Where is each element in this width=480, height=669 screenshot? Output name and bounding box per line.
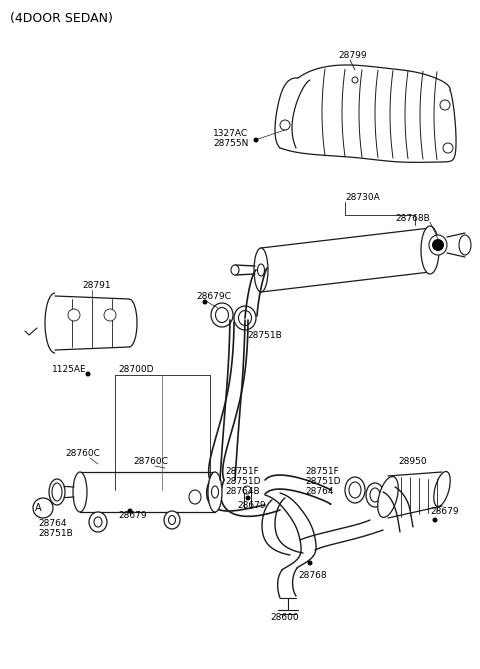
Ellipse shape (94, 517, 102, 527)
Circle shape (253, 138, 259, 142)
Ellipse shape (73, 472, 87, 512)
Text: 1125AE: 1125AE (52, 365, 86, 373)
Circle shape (432, 239, 444, 251)
Text: 28768B: 28768B (395, 213, 430, 223)
Text: 28791: 28791 (82, 280, 110, 290)
Text: 28679: 28679 (118, 512, 146, 520)
Circle shape (245, 496, 251, 500)
Text: 28600: 28600 (270, 613, 299, 622)
Circle shape (85, 371, 91, 377)
Text: 1327AC: 1327AC (213, 128, 248, 138)
Ellipse shape (189, 490, 201, 504)
Text: 28950: 28950 (398, 458, 427, 466)
Ellipse shape (370, 488, 380, 502)
Ellipse shape (168, 516, 176, 524)
Text: 28730A: 28730A (345, 193, 380, 201)
Ellipse shape (164, 511, 180, 529)
Circle shape (308, 561, 312, 565)
Circle shape (280, 120, 290, 130)
Text: 28768: 28768 (298, 571, 326, 581)
Text: (4DOOR SEDAN): (4DOOR SEDAN) (10, 11, 113, 25)
Text: 28751D: 28751D (305, 478, 340, 486)
Text: 28679: 28679 (237, 502, 265, 510)
Text: 28755N: 28755N (213, 138, 248, 147)
Ellipse shape (378, 476, 398, 517)
Circle shape (243, 486, 251, 494)
Text: 28764: 28764 (305, 488, 334, 496)
Text: 28760C: 28760C (133, 458, 168, 466)
Ellipse shape (49, 479, 65, 505)
Ellipse shape (208, 472, 222, 512)
Circle shape (33, 498, 53, 518)
Ellipse shape (216, 308, 228, 322)
Circle shape (440, 100, 450, 110)
Text: 28751D: 28751D (225, 478, 261, 486)
Circle shape (443, 143, 453, 153)
Text: 28799: 28799 (338, 50, 367, 60)
Text: 28764B: 28764B (225, 488, 260, 496)
Bar (244, 490, 251, 508)
Circle shape (104, 309, 116, 321)
Ellipse shape (349, 482, 361, 498)
Text: 28700D: 28700D (118, 365, 154, 373)
Ellipse shape (89, 512, 107, 532)
Text: 28764: 28764 (38, 518, 67, 527)
Ellipse shape (421, 226, 439, 274)
Ellipse shape (211, 303, 233, 327)
Text: 28679: 28679 (430, 508, 458, 516)
Ellipse shape (459, 235, 471, 255)
Text: A: A (35, 503, 41, 513)
Ellipse shape (254, 248, 268, 292)
Circle shape (68, 309, 80, 321)
Ellipse shape (345, 477, 365, 503)
Circle shape (128, 508, 132, 514)
Text: 28751B: 28751B (38, 529, 73, 537)
Ellipse shape (234, 306, 256, 330)
Ellipse shape (429, 235, 447, 255)
Text: 28751F: 28751F (225, 468, 259, 476)
Ellipse shape (231, 265, 239, 275)
Ellipse shape (52, 483, 62, 501)
Text: 28679C: 28679C (196, 292, 231, 300)
Ellipse shape (212, 486, 218, 498)
Ellipse shape (434, 472, 450, 506)
Ellipse shape (366, 483, 384, 507)
Text: 28751F: 28751F (305, 468, 339, 476)
Circle shape (203, 300, 207, 304)
Text: 28760C: 28760C (65, 450, 100, 458)
Ellipse shape (239, 310, 252, 326)
Text: 28751B: 28751B (247, 330, 282, 339)
Circle shape (432, 518, 437, 522)
Ellipse shape (257, 264, 264, 276)
Circle shape (352, 77, 358, 83)
